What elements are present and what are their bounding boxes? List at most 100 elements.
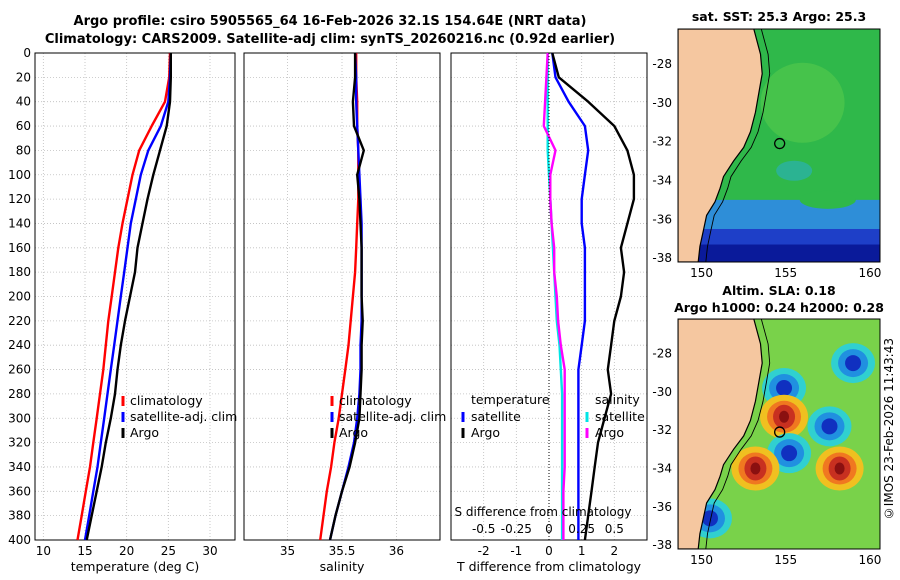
lon-tick-label: 160 [858,553,881,567]
legend-label: climatology [339,393,412,408]
sla-high-peak [750,462,761,475]
figure-title-line2: Climatology: CARS2009. Satellite-adj cli… [44,32,616,47]
legend-label: climatology [130,393,203,408]
map-frame [677,28,881,263]
series-line-t-argo [551,52,636,541]
lon-tick-label: 155 [774,266,797,280]
legend-label: Argo [471,425,500,440]
series-line-argo [328,53,365,541]
series-line-argo [85,53,173,541]
lat-tick-label: -28 [652,347,672,361]
s-tick-label: 0.5 [605,522,624,536]
sla-low-core [821,418,838,435]
warm-core [760,62,845,143]
panel-differences: -2 -1 0 1 2T difference from climatology S di… [450,52,648,574]
lat-tick-label: -30 [652,385,672,399]
depth-tick-label: 280 [8,387,31,401]
depth-tick-label: 220 [8,314,31,328]
argo-profile-marker [774,426,786,438]
x-tick-label: -1 [510,544,522,558]
lat-tick-label: -30 [652,96,672,110]
lat-tick-label: -34 [652,173,672,187]
legend-label: satellite [471,409,521,424]
x-tick-label: 35.5 [329,544,356,558]
lon-tick-label: 155 [774,553,797,567]
depth-tick-label: 300 [8,411,31,425]
isobath-line [705,319,771,549]
depth-tick-label: 320 [8,436,31,450]
sla-low-core [845,355,862,372]
lat-tick-label: -36 [652,212,672,226]
land-australia [678,319,763,549]
x-tick-label: 20 [119,544,134,558]
depth-tick-label: 20 [16,70,31,84]
legend-label: Argo [339,425,368,440]
legend-label: satellite-adj. clim [339,409,446,424]
depth-tick-label: 0 [23,46,31,60]
x-axis-label: temperature (deg C) [71,559,200,574]
figure-title-line1: Argo profile: csiro 5905565_64 16-Feb-20… [73,14,587,29]
depth-tick-label: 340 [8,460,31,474]
x-tick-label: -2 [478,544,490,558]
map-body [678,319,880,549]
map-sst: -28 -30 -32 -34 -36 -38 150 155 160 [652,28,881,280]
legend-title-salinity: salinity [595,392,640,407]
map-frame [677,318,881,550]
legend-title-temperature: temperature [471,392,550,407]
s-axis-label: S difference from climatology [455,505,632,519]
s-tick-label: 0.25 [568,522,595,536]
series-line-t-satellite [551,52,590,540]
lon-tick-label: 160 [858,266,881,280]
cool-patch [776,160,813,181]
depth-tick-label: 100 [8,168,31,182]
depth-tick-label: 160 [8,241,31,255]
panel-frame [34,52,236,541]
sla-low-core [781,445,798,462]
legend-label: satellite [595,409,645,424]
x-tick-label: 15 [77,544,92,558]
x-axis-label: T difference from climatology [456,559,642,574]
warm-tongue [799,190,856,209]
isobath-line [705,29,771,262]
x-tick-label: 1 [578,544,586,558]
depth-tick-label: 40 [16,95,31,109]
s-tick-label: -0.25 [501,522,532,536]
map-sst-title: sat. SST: 25.3 Argo: 25.3 [692,9,866,24]
legend-label: Argo [130,425,159,440]
s-tick-label: 0 [545,522,553,536]
depth-tick-label: 180 [8,265,31,279]
depth-tick-label: 380 [8,509,31,523]
depth-tick-label: 140 [8,216,31,230]
map-sla-title-line2: Argo h1000: 0.24 h2000: 0.28 [674,300,884,315]
lat-tick-label: -32 [652,135,672,149]
lat-tick-label: -34 [652,462,672,476]
sla-low-core [776,380,793,396]
series-line-climatology [76,52,172,541]
lat-tick-label: -38 [652,251,672,265]
legend-label: Argo [595,425,624,440]
x-tick-label: 2 [611,544,619,558]
depth-tick-label: 400 [8,533,31,547]
x-tick-label: 35 [280,544,295,558]
panel-salinity: 35 35.5 36 salinity climatologysatellite-adj… [243,52,446,574]
depth-tick-label: 200 [8,290,31,304]
lat-tick-label: -32 [652,423,672,437]
lon-tick-label: 150 [690,266,713,280]
x-axis-label: salinity [320,559,365,574]
sla-low-core [701,510,718,527]
series-line-satellite-adj-clim [83,52,172,541]
lat-tick-label: -38 [652,538,672,552]
sla-high-peak [834,462,845,475]
depth-tick-label: 120 [8,192,31,206]
legend-label: satellite-adj. clim [130,409,237,424]
map-sla-title-line1: Altim. SLA: 0.18 [722,283,835,298]
x-tick-label: 36 [389,544,404,558]
map-sla: -28 -30 -32 -34 -36 -38 150 155 160 [652,318,881,567]
lon-tick-label: 150 [690,553,713,567]
series-line-s-argo [542,52,566,540]
s-tick-label: -0.5 [472,522,495,536]
sla-high-peak [779,410,790,423]
x-tick-label: 0 [545,544,553,558]
